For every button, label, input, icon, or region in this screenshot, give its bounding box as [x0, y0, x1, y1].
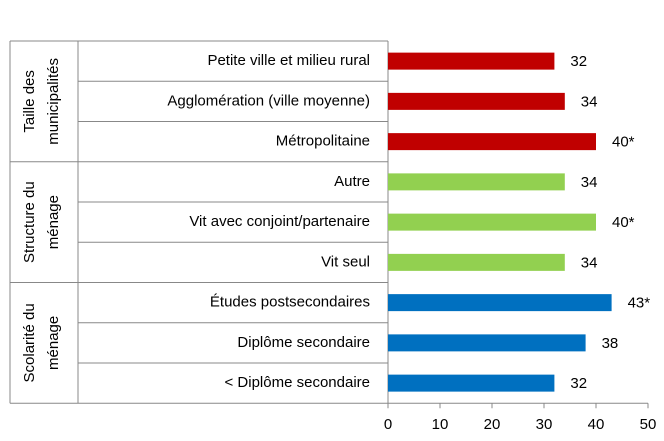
bar	[388, 173, 565, 191]
x-tick-label: 50	[640, 416, 657, 433]
category-label: Agglomération (ville moyenne)	[167, 92, 370, 109]
x-tick-label: 10	[432, 416, 449, 433]
group-label: ménage	[45, 195, 62, 249]
bar	[388, 133, 596, 151]
category-label: Vit seul	[321, 253, 370, 270]
value-label: 32	[570, 53, 587, 70]
category-label: Autre	[334, 173, 370, 190]
group-label: Taille des	[21, 70, 38, 133]
category-label: Études postsecondaires	[210, 294, 370, 311]
x-tick-label: 40	[588, 416, 605, 433]
bar	[388, 294, 612, 312]
group-label: ménage	[45, 316, 62, 370]
group-label: Structure du	[21, 181, 38, 263]
value-label: 40*	[612, 134, 635, 151]
category-label: < Diplôme secondaire	[225, 374, 371, 391]
x-tick-label: 30	[536, 416, 553, 433]
value-label: 32	[570, 375, 587, 392]
category-label: Métropolitaine	[276, 133, 370, 150]
value-label: 34	[581, 254, 598, 271]
category-label: Petite ville et milieu rural	[207, 52, 370, 69]
x-tick-label: 0	[384, 416, 392, 433]
bar	[388, 374, 555, 392]
bar	[388, 92, 565, 110]
category-label: Vit avec conjoint/partenaire	[189, 213, 370, 230]
bar	[388, 213, 596, 231]
group-label: municipalités	[45, 58, 62, 145]
bar	[388, 253, 565, 271]
value-label: 40*	[612, 214, 635, 231]
value-label: 43*	[628, 295, 651, 312]
bar	[388, 52, 555, 70]
value-label: 38	[602, 335, 619, 352]
value-label: 34	[581, 174, 598, 191]
group-label: Scolarité du	[21, 303, 38, 382]
value-label: 34	[581, 93, 598, 110]
category-label: Diplôme secondaire	[237, 334, 370, 351]
x-tick-label: 20	[484, 416, 501, 433]
bar	[388, 334, 586, 352]
